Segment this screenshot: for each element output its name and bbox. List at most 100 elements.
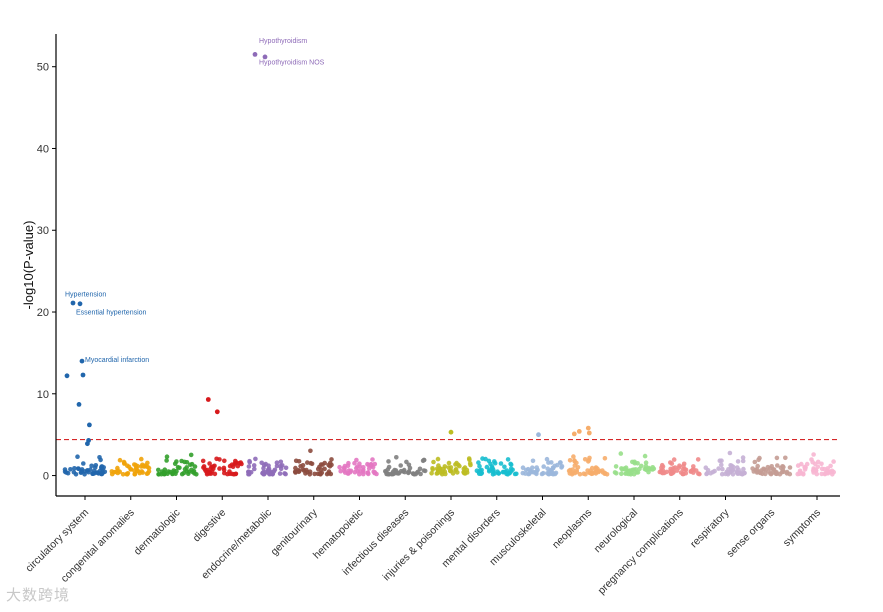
y-tick-label: 30 (37, 225, 49, 237)
data-point (595, 469, 600, 474)
data-point (398, 463, 404, 468)
data-point (828, 463, 833, 469)
hit-point (252, 52, 258, 57)
data-point (550, 470, 555, 476)
data-point (735, 459, 741, 464)
data-point (222, 458, 227, 464)
data-point (202, 467, 208, 472)
data-point (394, 455, 399, 460)
data-point (145, 464, 150, 470)
data-point (297, 468, 302, 474)
data-point (457, 463, 462, 469)
data-point (100, 470, 106, 476)
data-point (277, 471, 283, 476)
data-point (209, 468, 215, 474)
hit-point (76, 402, 82, 407)
category-points (246, 456, 289, 477)
data-point (217, 466, 222, 471)
y-tick-label: 20 (37, 307, 49, 319)
data-point (674, 468, 680, 473)
points-layer (62, 52, 836, 477)
data-point (101, 465, 106, 470)
data-point (164, 458, 169, 463)
data-point (740, 455, 746, 460)
data-point (93, 463, 99, 468)
data-point (534, 471, 539, 477)
data-point (174, 459, 179, 464)
category-points (566, 454, 610, 477)
data-point (395, 470, 400, 476)
x-tick-label: digestive (191, 507, 229, 545)
data-point (406, 470, 412, 475)
data-point (523, 467, 529, 473)
data-point (589, 465, 595, 471)
data-point (777, 471, 783, 477)
data-point (270, 471, 276, 477)
data-point (446, 465, 451, 470)
data-point (819, 461, 824, 467)
data-point (546, 471, 551, 477)
x-tick-label: pregnancy complications (596, 507, 686, 597)
data-point (681, 463, 686, 469)
data-point (488, 461, 493, 467)
data-point (477, 463, 482, 469)
data-point (246, 464, 252, 469)
data-point (811, 467, 817, 473)
data-point (505, 472, 511, 477)
data-point (671, 457, 677, 462)
annotation-label: Essential hypertension (76, 310, 147, 317)
data-point (121, 459, 127, 465)
data-point (819, 466, 825, 472)
data-point (756, 457, 761, 463)
data-point (443, 471, 448, 477)
data-point (783, 455, 788, 461)
data-point (139, 456, 144, 462)
category-points (200, 456, 244, 477)
data-point (627, 468, 633, 473)
data-point (697, 471, 702, 477)
data-point (539, 471, 545, 477)
data-point (558, 460, 563, 465)
data-point (246, 471, 251, 477)
data-point (750, 466, 755, 471)
category-points (750, 455, 793, 477)
data-point (787, 465, 793, 470)
data-point (757, 470, 763, 475)
data-point (737, 471, 742, 476)
data-point (76, 466, 81, 472)
data-point (117, 469, 122, 475)
data-point (639, 463, 644, 469)
data-point (631, 467, 637, 473)
data-point (200, 458, 206, 464)
data-point (643, 460, 649, 466)
data-point (261, 465, 266, 471)
data-point (361, 465, 366, 470)
data-point (461, 470, 467, 476)
hit-point (70, 300, 76, 306)
data-point (337, 464, 342, 470)
data-point (508, 461, 513, 467)
data-point (520, 465, 526, 471)
data-point (272, 467, 278, 473)
data-point (530, 458, 536, 464)
data-point (265, 467, 271, 473)
data-point (171, 469, 177, 475)
data-point (184, 465, 189, 470)
data-point (740, 458, 746, 464)
data-point (741, 466, 746, 472)
data-point (474, 468, 480, 474)
hit-point (86, 438, 91, 443)
hit-point (64, 373, 70, 379)
data-point (434, 466, 440, 472)
data-point (251, 463, 257, 468)
data-point (502, 464, 507, 470)
data-point (569, 472, 575, 477)
data-point (186, 471, 191, 477)
data-point (619, 471, 624, 477)
data-point (479, 467, 484, 473)
data-point (775, 463, 780, 468)
category-points (156, 452, 199, 477)
data-point (120, 472, 126, 477)
hit-point (576, 429, 582, 434)
data-point (89, 463, 94, 469)
